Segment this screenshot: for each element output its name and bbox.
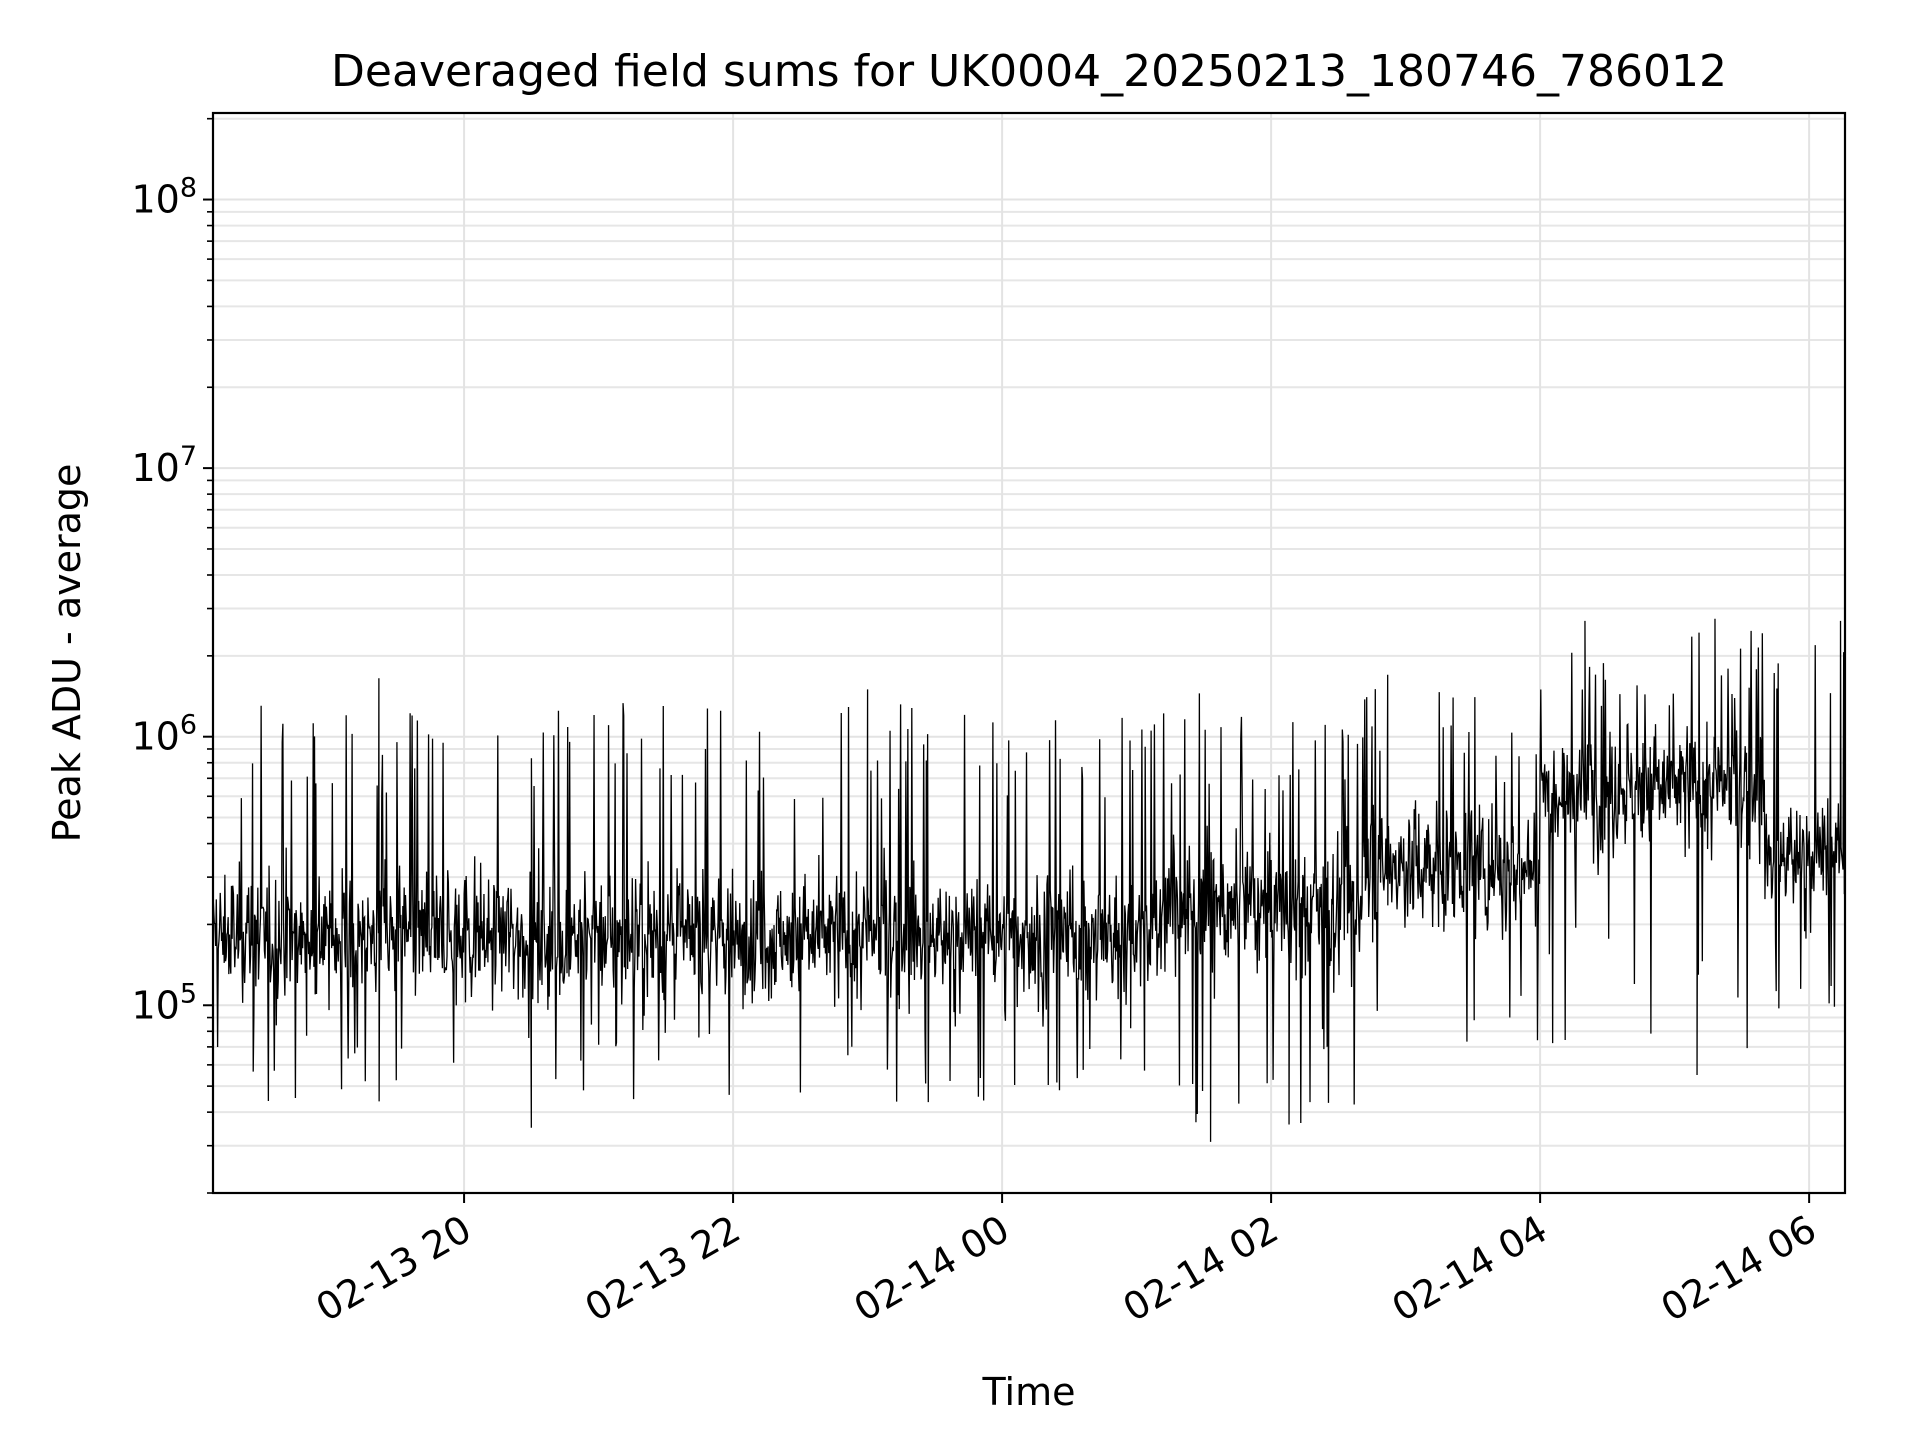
y-tick-label: 108 <box>131 173 197 222</box>
x-axis-label: Time <box>982 1370 1076 1414</box>
chart-title: Deaveraged field sums for UK0004_2025021… <box>331 46 1727 97</box>
major-gridlines <box>213 113 1845 1193</box>
y-axis: 105 106 107 108 <box>131 117 213 1194</box>
y-tick-label: 105 <box>131 978 197 1027</box>
y-axis-label: Peak ADU - average <box>45 464 89 843</box>
y-tick-label: 107 <box>131 441 197 490</box>
minor-gridlines <box>213 117 1845 1194</box>
y-tick-label: 106 <box>131 710 197 759</box>
series-layer <box>212 618 1845 1142</box>
plot-frame <box>211 111 1847 1195</box>
series-line-0 <box>212 618 1845 1142</box>
